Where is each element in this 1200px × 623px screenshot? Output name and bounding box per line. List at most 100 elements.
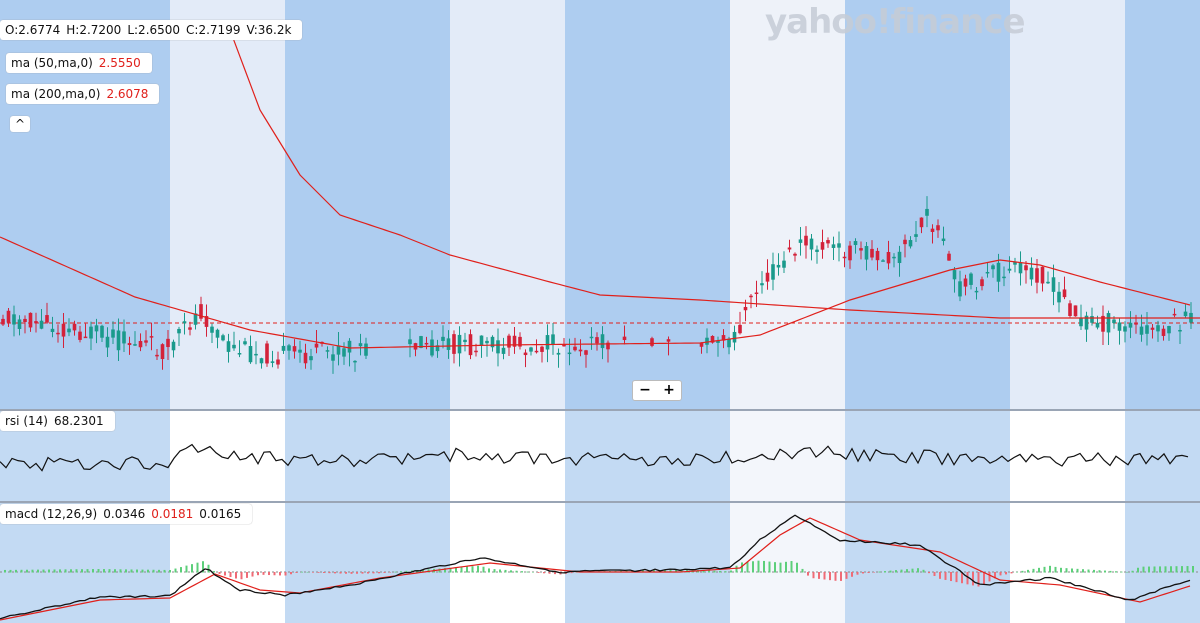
candle-body (859, 248, 863, 251)
collapse-button[interactable]: ^ (10, 116, 31, 132)
macd-hist-bar (713, 570, 716, 573)
candle-body (342, 348, 346, 357)
candle-body (1101, 315, 1105, 332)
candle-body (490, 336, 495, 348)
candle-body (243, 341, 247, 345)
candle-body (1079, 317, 1083, 327)
macd-hist-bar (92, 569, 94, 573)
candle-body (606, 342, 610, 350)
candle-body (1156, 325, 1160, 332)
macd-hist-bar (53, 569, 56, 573)
candle-body (930, 228, 935, 232)
candle-body (947, 253, 951, 261)
candle-body (1062, 289, 1067, 298)
candle-body (551, 334, 555, 345)
macd-hist-bar (1010, 572, 1013, 574)
candle-body (1167, 326, 1171, 334)
macd-hist-bar (42, 569, 45, 573)
candle-body (716, 340, 720, 343)
high: H:2.7200 (66, 23, 122, 37)
candle-body (760, 283, 764, 286)
macd-hist-bar (790, 561, 793, 573)
candle-body (853, 241, 858, 246)
macd-hist-bar (900, 569, 903, 573)
macd-hist-bar (1060, 567, 1062, 573)
candle-body (1035, 268, 1039, 283)
candle-body (149, 336, 154, 338)
candle-body (1024, 265, 1028, 271)
macd-hist-bar (719, 570, 721, 573)
macd-hist-bar (97, 569, 100, 573)
candle-body (325, 350, 330, 352)
candle-body (78, 331, 82, 340)
macd-hist-bar (103, 569, 105, 573)
macd-hist-bar (405, 570, 408, 573)
macd-hist-bar (796, 562, 798, 573)
candle-body (540, 346, 544, 352)
macd-hist-bar (972, 572, 974, 586)
candle-body (248, 346, 253, 363)
macd-value: 0.0346 (103, 507, 146, 521)
candle-body (89, 326, 93, 339)
candle-body (881, 260, 885, 262)
macd-hist-bar (378, 572, 380, 574)
candle-body (534, 350, 539, 353)
macd-hist-bar (339, 572, 342, 574)
candle-body (1051, 277, 1056, 292)
candle-body (754, 292, 759, 295)
macd-hist-bar (218, 572, 221, 575)
macd-hist-bar (851, 572, 853, 577)
candle-body (287, 345, 291, 351)
macd-hist-bar (801, 568, 804, 573)
candle-body (941, 238, 946, 241)
macd-hist-bar (196, 562, 199, 573)
macd-hist-bar (306, 571, 309, 573)
candle-body (50, 328, 55, 332)
candle-body (804, 235, 808, 246)
band (450, 410, 565, 623)
open: O:2.6774 (5, 23, 61, 37)
candle-body (578, 349, 583, 352)
macd-hist-bar (356, 572, 358, 574)
zoom-out[interactable]: − (639, 382, 651, 398)
macd-hist-bar (334, 572, 336, 574)
macd-hist-bar (48, 569, 50, 573)
candle-body (144, 340, 148, 343)
macd-line (0, 514, 1191, 620)
ma200-legend[interactable]: ma (200,ma,0) 2.6078 (6, 84, 160, 104)
candle-body (809, 238, 814, 250)
candle-body (727, 338, 731, 348)
candle-body (485, 340, 489, 344)
macd-hist-bar (422, 569, 424, 573)
candle-body (457, 334, 462, 354)
macd-hist-bar (471, 566, 474, 573)
candle-body (441, 336, 445, 341)
macd-hist-bar (840, 572, 842, 581)
macd-hist-bar (394, 571, 397, 573)
band (285, 410, 450, 623)
macd-hist-bar (86, 569, 89, 573)
macd-hist-bar (752, 561, 754, 573)
macd-hist-bar (1049, 565, 1051, 573)
candle-body (721, 335, 726, 341)
ma200-line (229, 29, 1200, 319)
macd-hist-bar (548, 572, 551, 574)
candle-body (595, 337, 599, 344)
ma50-legend[interactable]: ma (50,ma,0) 2.5550 (6, 53, 152, 73)
candle-body (743, 306, 748, 311)
macd-hist-bar (735, 565, 738, 573)
macd-hist-bar (64, 569, 67, 573)
macd-hist-bar (1181, 566, 1183, 573)
candle-body (226, 341, 231, 352)
candle-body (545, 335, 550, 350)
macd-hist-bar (290, 572, 292, 575)
macd-hist-bar (1076, 568, 1079, 573)
candle-body (600, 334, 605, 349)
candle-body (589, 336, 594, 339)
macd-hist-bar (818, 572, 820, 579)
zoom-in[interactable]: + (663, 382, 675, 398)
macd-hist-bar (317, 572, 320, 573)
macd-hist-bar (763, 560, 765, 573)
candle-body (347, 340, 352, 353)
macd-hist-bar (779, 562, 782, 573)
